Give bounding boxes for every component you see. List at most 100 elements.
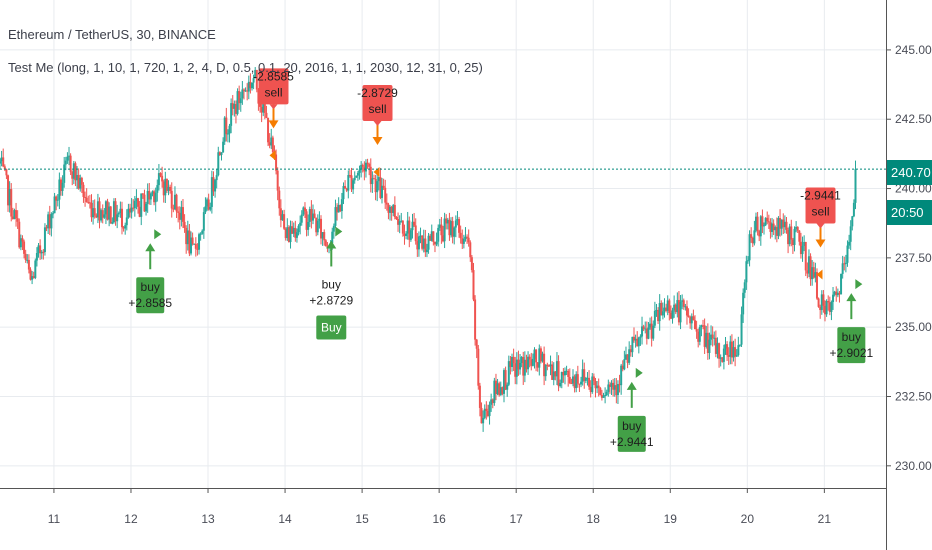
candle-up (764, 217, 767, 226)
candle-up (108, 206, 111, 220)
candle-up (482, 417, 485, 424)
candle-down (424, 238, 427, 253)
sell-label: sell (264, 85, 282, 99)
candle-up (673, 304, 676, 311)
buy-arrow-head (326, 240, 337, 249)
candle-down (42, 251, 45, 253)
candle-down (279, 208, 282, 221)
buy-label-box (837, 327, 866, 364)
candle-down (141, 193, 144, 195)
candle-up (820, 294, 823, 311)
candle-up (104, 201, 107, 215)
candle-down (259, 103, 262, 107)
candle-down (122, 227, 125, 229)
candle-up (289, 226, 292, 243)
candle-up (422, 238, 425, 249)
candle-up (795, 226, 798, 229)
candle-down (445, 218, 448, 224)
candle-up (676, 300, 679, 313)
sell-label-pointer (373, 120, 382, 126)
candle-down (196, 248, 199, 250)
time-tick-label: 11 (48, 512, 61, 526)
candle-down (3, 166, 6, 170)
candle-down (750, 234, 753, 238)
candle-down (379, 177, 382, 198)
candle-down (668, 300, 671, 313)
candle-down (191, 237, 194, 244)
candle-down (514, 363, 517, 377)
candle-up (740, 314, 743, 345)
time-axis[interactable]: 11 12 13 14 15 16 17 18 19 20 21 (0, 488, 886, 526)
candle-up (35, 253, 38, 261)
candle-up (117, 213, 120, 215)
candle-up (722, 348, 725, 362)
candle-down (414, 225, 417, 242)
candle-down (249, 81, 252, 89)
candle-down (162, 181, 165, 196)
candle-down (234, 104, 237, 114)
candle-down (413, 221, 416, 226)
candle-up (193, 243, 196, 245)
candle-down (348, 175, 351, 177)
time-tick-label: 14 (278, 512, 292, 526)
candle-up (19, 238, 22, 248)
candle-up (376, 181, 379, 193)
candle-up (581, 369, 584, 382)
time-tick-label: 18 (587, 512, 601, 526)
candle-down (442, 235, 444, 242)
sell-profit: -2.8585 (253, 69, 294, 83)
candle-up (496, 383, 499, 395)
candle-down (695, 329, 698, 332)
candle-up (745, 261, 748, 283)
candle-down (600, 394, 603, 398)
candle-down (77, 174, 80, 189)
candle-up (281, 214, 284, 221)
candle-up (652, 325, 655, 339)
candle-up (270, 137, 273, 146)
candle-down (384, 187, 387, 203)
candle-down (175, 194, 178, 212)
candle-down (677, 300, 680, 323)
candle-down (633, 336, 636, 341)
candle-up (112, 201, 115, 223)
candle-up (700, 325, 703, 328)
candle-up (753, 230, 756, 244)
candle-down (477, 348, 480, 386)
candle-down (711, 334, 714, 339)
price-axis[interactable]: 245.00 242.50 240.00 237.50 235.00 232.50 230.… (886, 0, 932, 550)
candle-up (607, 384, 610, 392)
candle-down (169, 186, 172, 191)
candle-up (355, 175, 358, 178)
candle-up (125, 217, 128, 226)
sell-signal: -2.8729 sell (357, 84, 398, 177)
candle-up (173, 194, 176, 209)
candle-up (681, 300, 684, 302)
price-tick-label: 232.50 (895, 390, 932, 404)
candle-up (72, 163, 75, 179)
candle-down (242, 89, 245, 91)
candle-down (303, 207, 306, 212)
candlestick-series (0, 67, 857, 432)
candle-down (278, 190, 281, 209)
candle-up (381, 185, 384, 198)
buy-signal: buy +2.9021 (829, 279, 874, 364)
candle-up (777, 218, 780, 236)
buy-label: buy (622, 419, 641, 433)
candle-up (613, 385, 616, 390)
candle-up (103, 214, 106, 218)
candle-up (833, 291, 836, 295)
candle-up (53, 196, 56, 214)
symbol-title[interactable]: Ethereum / TetherUS, 30, BINANCE (8, 27, 216, 42)
candle-down (682, 300, 685, 307)
candle-up (206, 199, 209, 207)
candle-up (454, 220, 457, 228)
candle-up (552, 371, 555, 380)
candle-down (257, 89, 260, 104)
candle-down (95, 215, 98, 218)
buy-signal: buy +2.9441 (610, 367, 654, 452)
candle-up (490, 399, 493, 405)
candle-up (631, 336, 634, 353)
study-legend[interactable]: Test Me (long, 1, 10, 1, 720, 1, 2, 4, D… (8, 60, 483, 75)
candle-down (588, 377, 591, 387)
